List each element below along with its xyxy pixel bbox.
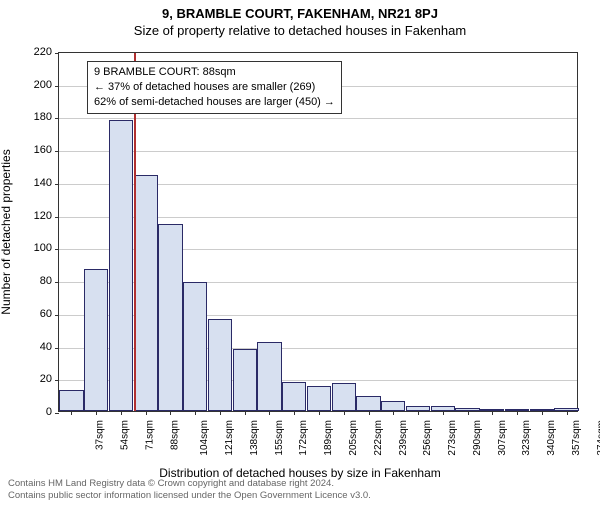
bar [183, 282, 207, 411]
x-tick-mark [195, 411, 196, 415]
y-tick-label: 20 [22, 373, 52, 385]
footer: Contains HM Land Registry data © Crown c… [8, 478, 371, 502]
x-tick-mark [418, 411, 419, 415]
bar [332, 383, 356, 411]
x-tick-mark [170, 411, 171, 415]
bar [480, 409, 504, 411]
y-axis-label: Number of detached properties [0, 149, 13, 314]
x-tick-mark [245, 411, 246, 415]
y-tick-label: 160 [22, 144, 52, 156]
bar [84, 269, 108, 411]
x-tick-mark [319, 411, 320, 415]
x-tick-mark [443, 411, 444, 415]
x-tick-mark [542, 411, 543, 415]
x-tick-mark [567, 411, 568, 415]
x-tick-label: 357sqm [571, 420, 582, 456]
x-tick-mark [220, 411, 221, 415]
plot-box: 9 BRAMBLE COURT: 88sqm ← 37% of detached… [58, 52, 578, 412]
bar [257, 342, 281, 411]
y-tick-label: 0 [22, 406, 52, 418]
x-tick-label: 205sqm [348, 420, 359, 456]
footer-line-1: Contains HM Land Registry data © Crown c… [8, 478, 371, 490]
info-line-1: 9 BRAMBLE COURT: 88sqm [94, 65, 335, 80]
x-tick-mark [96, 411, 97, 415]
x-tick-mark [393, 411, 394, 415]
x-tick-label: 71sqm [144, 420, 155, 450]
x-tick-label: 88sqm [169, 420, 180, 450]
title-address: 9, BRAMBLE COURT, FAKENHAM, NR21 8PJ [0, 6, 600, 21]
y-tick-label: 40 [22, 341, 52, 353]
x-tick-label: 340sqm [546, 420, 557, 456]
info-line-3: 62% of semi-detached houses are larger (… [94, 95, 335, 110]
y-tick-label: 100 [22, 242, 52, 254]
y-tick-label: 180 [22, 111, 52, 123]
x-tick-label: 189sqm [323, 420, 334, 456]
info-line-2: ← 37% of detached houses are smaller (26… [94, 80, 335, 95]
plot-area: 9 BRAMBLE COURT: 88sqm ← 37% of detached… [58, 52, 578, 412]
x-tick-label: 172sqm [299, 420, 310, 456]
x-tick-mark [269, 411, 270, 415]
x-tick-label: 104sqm [200, 420, 211, 456]
bar [530, 409, 554, 411]
bar [109, 120, 133, 411]
x-tick-label: 239sqm [398, 420, 409, 456]
bar [356, 396, 380, 411]
bar [307, 386, 331, 411]
y-tick-label: 220 [22, 46, 52, 58]
x-tick-mark [121, 411, 122, 415]
footer-line-2: Contains public sector information licen… [8, 490, 371, 502]
bar [282, 382, 306, 411]
x-tick-mark [468, 411, 469, 415]
x-tick-label: 323sqm [521, 420, 532, 456]
x-tick-mark [492, 411, 493, 415]
x-tick-mark [146, 411, 147, 415]
y-tick-label: 60 [22, 308, 52, 320]
x-tick-label: 37sqm [95, 420, 106, 450]
x-tick-label: 273sqm [447, 420, 458, 456]
title-subtitle: Size of property relative to detached ho… [0, 23, 600, 38]
x-tick-label: 374sqm [596, 420, 600, 456]
x-tick-label: 155sqm [274, 420, 285, 456]
bar [381, 401, 405, 411]
bar [455, 408, 479, 411]
y-tick-label: 120 [22, 210, 52, 222]
x-tick-mark [344, 411, 345, 415]
x-tick-label: 54sqm [120, 420, 131, 450]
bar [59, 390, 83, 411]
y-tick-label: 140 [22, 177, 52, 189]
info-box: 9 BRAMBLE COURT: 88sqm ← 37% of detached… [87, 61, 342, 114]
figure: 9, BRAMBLE COURT, FAKENHAM, NR21 8PJ Siz… [0, 6, 600, 506]
x-tick-mark [71, 411, 72, 415]
bar [208, 319, 232, 411]
y-tick-label: 80 [22, 275, 52, 287]
x-tick-label: 222sqm [373, 420, 384, 456]
bar [505, 409, 529, 411]
bar [406, 406, 430, 411]
bar [134, 175, 158, 411]
bar [233, 349, 257, 411]
bar [431, 406, 455, 411]
y-tick-label: 200 [22, 79, 52, 91]
x-tick-label: 138sqm [249, 420, 260, 456]
x-tick-label: 121sqm [224, 420, 235, 456]
titles: 9, BRAMBLE COURT, FAKENHAM, NR21 8PJ Siz… [0, 6, 600, 38]
y-tick-mark [55, 413, 59, 414]
x-tick-mark [294, 411, 295, 415]
x-tick-label: 256sqm [422, 420, 433, 456]
x-tick-label: 290sqm [472, 420, 483, 456]
x-tick-mark [369, 411, 370, 415]
x-tick-label: 307sqm [497, 420, 508, 456]
x-tick-mark [517, 411, 518, 415]
bar [158, 224, 182, 411]
bar [554, 408, 578, 411]
